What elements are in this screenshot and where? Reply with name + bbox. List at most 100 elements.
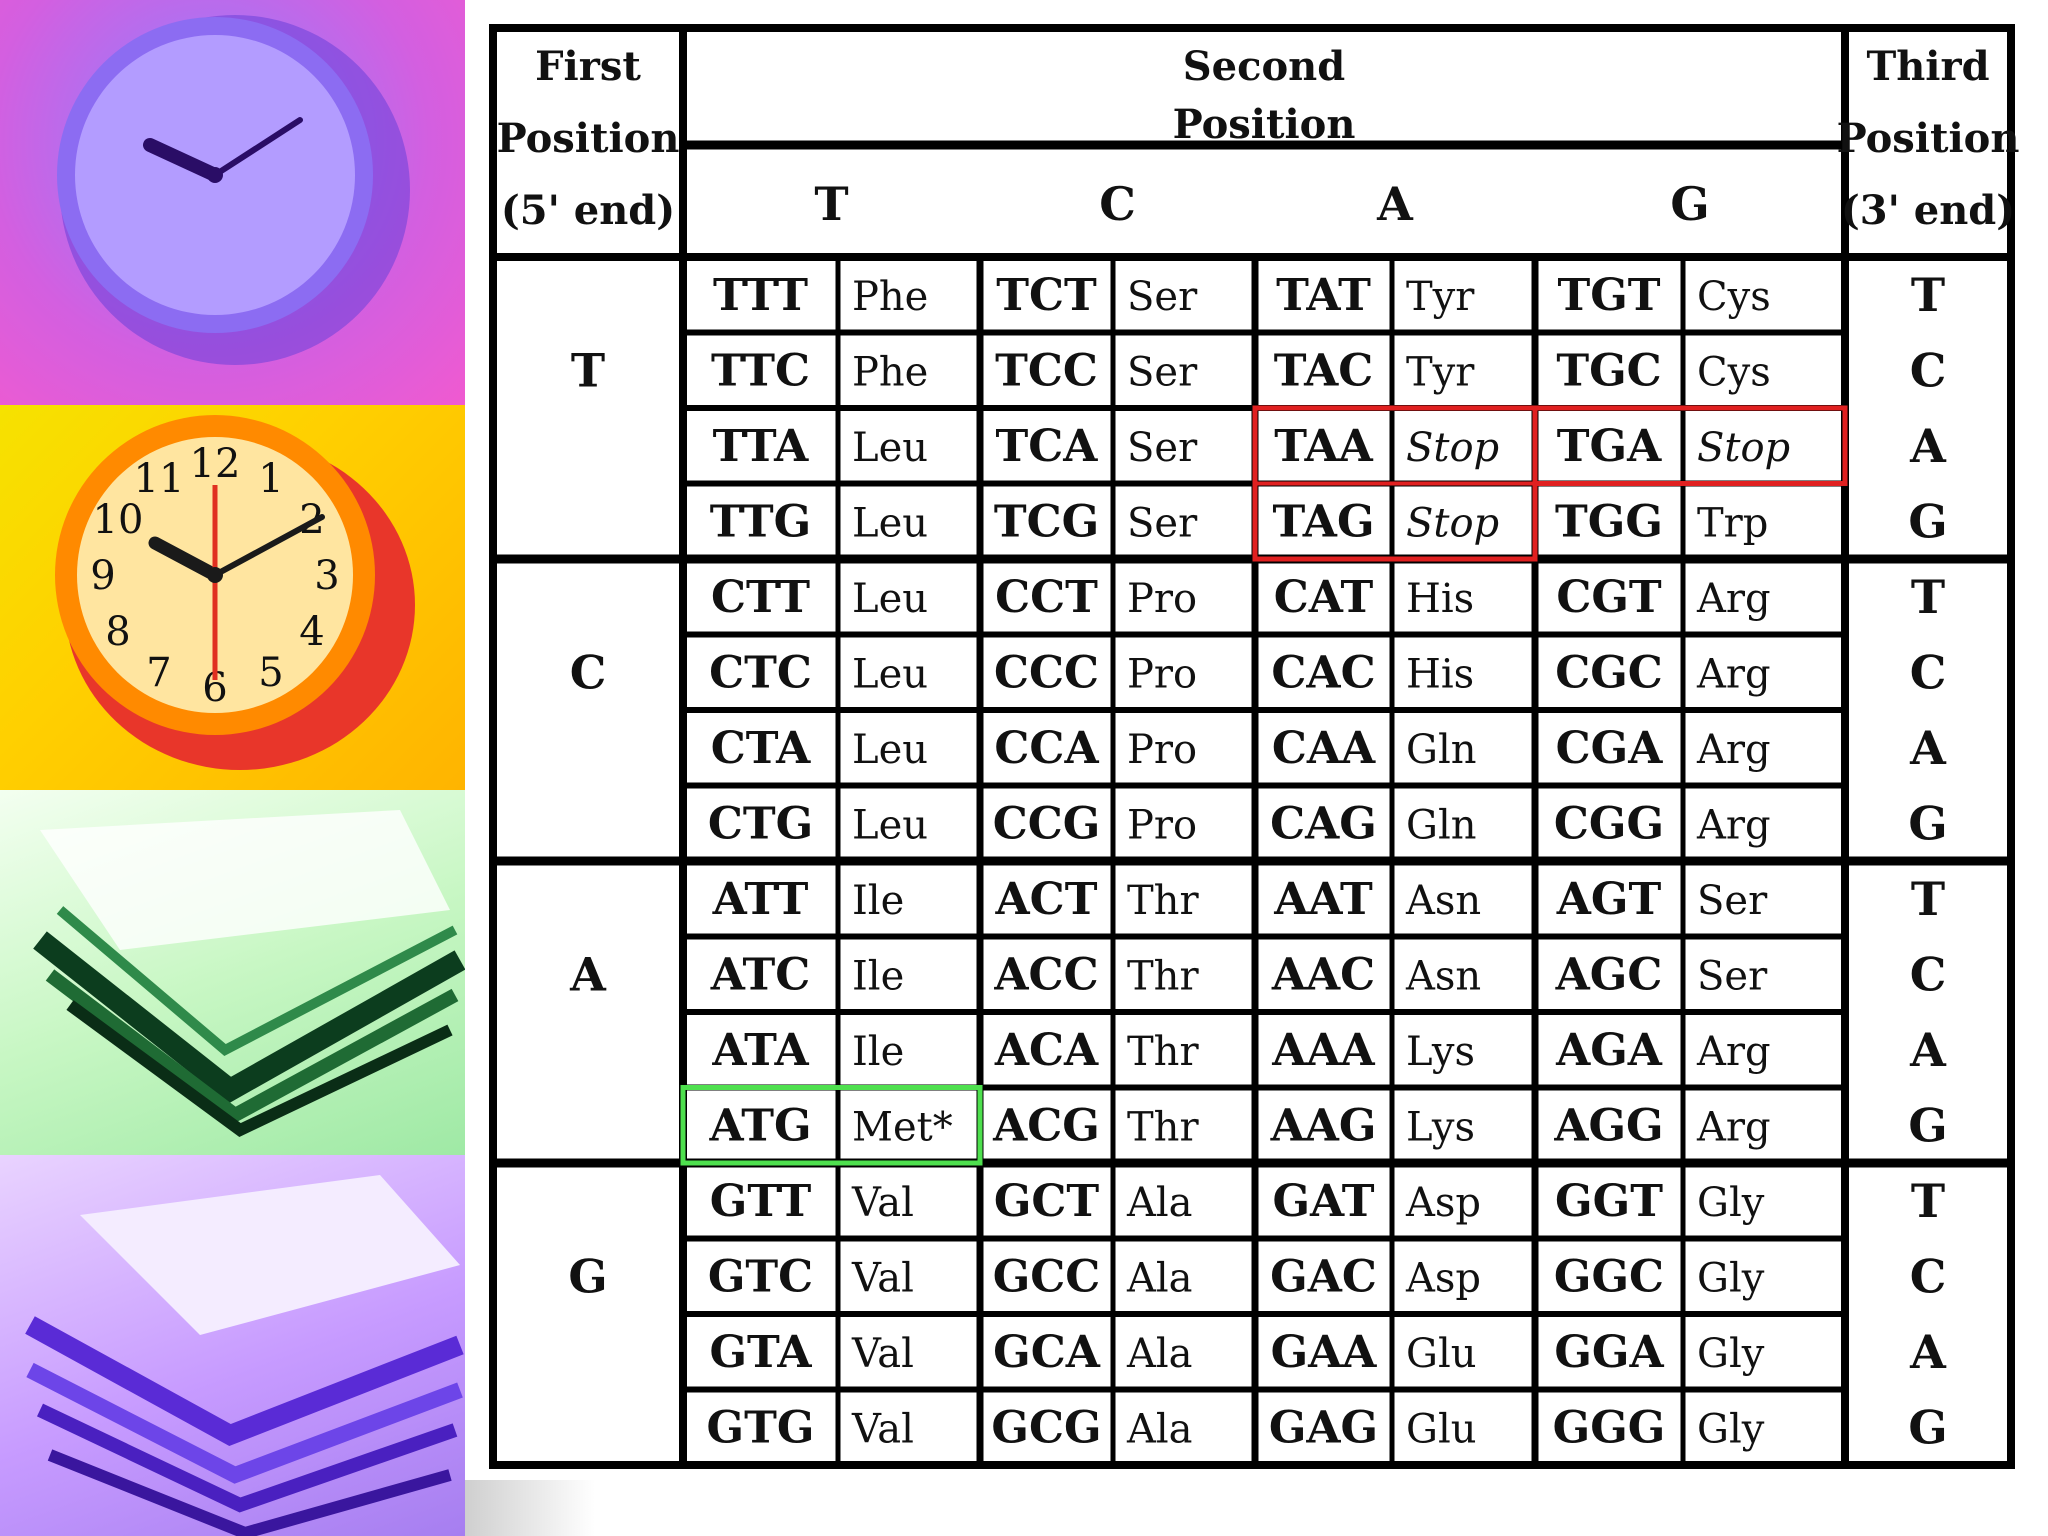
amino-acid-cell: Stop <box>1697 425 1790 471</box>
codon-cell: AAA <box>1271 1025 1375 1076</box>
amino-acid-cell: Gln <box>1406 727 1477 773</box>
amino-acid-cell: Gln <box>1406 802 1477 848</box>
amino-acid-cell: Phe <box>852 274 928 320</box>
clock-numeral: 8 <box>105 609 130 655</box>
amino-acid-cell: Gly <box>1697 1255 1765 1301</box>
codon-cell: TAA <box>1274 421 1373 472</box>
first-base-label: T <box>571 343 605 397</box>
codon-cell: AAT <box>1273 874 1373 925</box>
clock-numeral: 5 <box>258 650 283 696</box>
clock-numerals: 121234567891011 <box>90 441 339 711</box>
amino-acid-cell: Asp <box>1405 1180 1481 1226</box>
clock-numeral: 3 <box>314 553 339 599</box>
codon-cell: CGT <box>1556 572 1662 623</box>
codon-cell: AGG <box>1553 1100 1663 1151</box>
codon-cell: TGT <box>1557 270 1660 321</box>
amino-acid-cell: Asn <box>1405 878 1481 924</box>
amino-acid-cell: Ala <box>1126 1331 1193 1377</box>
codon-cell: GTT <box>710 1176 812 1227</box>
amino-acid-cell: Ile <box>852 953 904 999</box>
third-base-label: A <box>1909 721 1947 775</box>
clock-numeral: 7 <box>146 650 171 696</box>
amino-acid-cell: His <box>1406 576 1474 622</box>
amino-acid-cell: Pro <box>1127 576 1197 622</box>
codon-cell: GGG <box>1553 1402 1666 1453</box>
codon-cell: GTC <box>708 1251 813 1302</box>
amino-acid-cell: Arg <box>1696 727 1771 773</box>
codon-cell: GAC <box>1270 1251 1377 1302</box>
genetic-code-table: First Position (5' end) Second Position Third… <box>485 20 2019 1478</box>
codon-cell: TCT <box>996 270 1097 321</box>
codon-table-svg: First Position (5' end) Second Position Third… <box>485 20 2019 1478</box>
codon-cell: GCT <box>994 1176 1100 1227</box>
amino-acid-cell: Glu <box>1406 1331 1477 1377</box>
clock-numeral: 12 <box>190 441 241 487</box>
codon-cell: CTT <box>711 572 810 623</box>
third-base-label: G <box>1908 1098 1947 1152</box>
third-position-header: Third <box>1866 43 1989 90</box>
amino-acid-cell: Val <box>851 1406 914 1452</box>
amino-acid-cell: Val <box>851 1331 914 1377</box>
amino-acid-cell: Ser <box>1127 500 1198 546</box>
amino-acid-cell: Ser <box>1697 953 1768 999</box>
purple-clock-image <box>0 0 465 405</box>
amino-acid-cell: Met* <box>852 1104 953 1150</box>
amino-acid-cell: Arg <box>1696 651 1771 697</box>
codon-cell: GAT <box>1272 1176 1374 1227</box>
clock-icon <box>57 15 410 365</box>
codon-cell: CCG <box>993 798 1101 849</box>
codon-cell: CCT <box>995 572 1098 623</box>
second-base-label: C <box>1099 177 1136 231</box>
amino-acid-cell: Cys <box>1697 349 1771 395</box>
clock-numeral: 9 <box>90 553 115 599</box>
codon-cell: CGA <box>1556 723 1664 774</box>
amino-acid-cell: Gly <box>1697 1180 1765 1226</box>
amino-acid-cell: Tyr <box>1406 349 1475 395</box>
codon-cell: ATA <box>711 1025 809 1076</box>
amino-acid-cell: Ser <box>1127 425 1198 471</box>
amino-acid-cell: Trp <box>1697 500 1768 546</box>
amino-acid-cell: Ile <box>852 878 904 924</box>
amino-acid-cell: Arg <box>1696 1029 1771 1075</box>
orange-clock-image: 121234567891011 <box>0 405 465 790</box>
amino-acid-cell: Tyr <box>1406 274 1475 320</box>
codon-cell: TGA <box>1557 421 1662 472</box>
second-base-label: G <box>1670 177 1709 231</box>
second-base-label: T <box>814 177 848 231</box>
amino-acid-cell: Ala <box>1126 1406 1193 1452</box>
codon-cell: ACC <box>993 949 1098 1000</box>
amino-acid-cell: Leu <box>852 576 928 622</box>
amino-acid-cell: Arg <box>1696 802 1771 848</box>
green-paper-stack-image <box>0 790 465 1155</box>
codon-cell: CAT <box>1274 572 1374 623</box>
codon-cell: ACA <box>994 1025 1099 1076</box>
third-base-label: T <box>1911 872 1945 926</box>
codon-cell: CTC <box>709 647 812 698</box>
amino-acid-cell: Thr <box>1127 1029 1199 1075</box>
amino-acid-cell: Ile <box>852 1029 904 1075</box>
amino-acid-cell: Leu <box>852 651 928 697</box>
codon-cell: TTT <box>713 270 808 321</box>
codon-cell: GTA <box>709 1327 812 1378</box>
amino-acid-cell: Pro <box>1127 651 1197 697</box>
codon-cell: GGT <box>1555 1176 1663 1227</box>
codon-cell: TCC <box>995 345 1098 396</box>
codon-cell: AGT <box>1556 874 1662 925</box>
codon-cell: TTG <box>710 496 812 547</box>
third-base-label: C <box>1910 1249 1947 1303</box>
amino-acid-cell: Leu <box>852 802 928 848</box>
codon-cell: GGC <box>1554 1251 1664 1302</box>
codon-cell: CAG <box>1270 798 1377 849</box>
third-base-label: G <box>1908 796 1947 850</box>
third-base-label: G <box>1908 1400 1947 1454</box>
codon-cell: TAT <box>1276 270 1371 321</box>
third-base-label: A <box>1909 1023 1947 1077</box>
amino-acid-cell: His <box>1406 651 1474 697</box>
amino-acid-cell: Ser <box>1127 274 1198 320</box>
codon-cell: CAC <box>1271 647 1375 698</box>
amino-acid-cell: Pro <box>1127 727 1197 773</box>
amino-acid-cell: Ala <box>1126 1180 1193 1226</box>
second-position-header: Second <box>1183 43 1345 90</box>
amino-acid-cell: Stop <box>1406 425 1499 471</box>
amino-acid-cell: Leu <box>852 727 928 773</box>
